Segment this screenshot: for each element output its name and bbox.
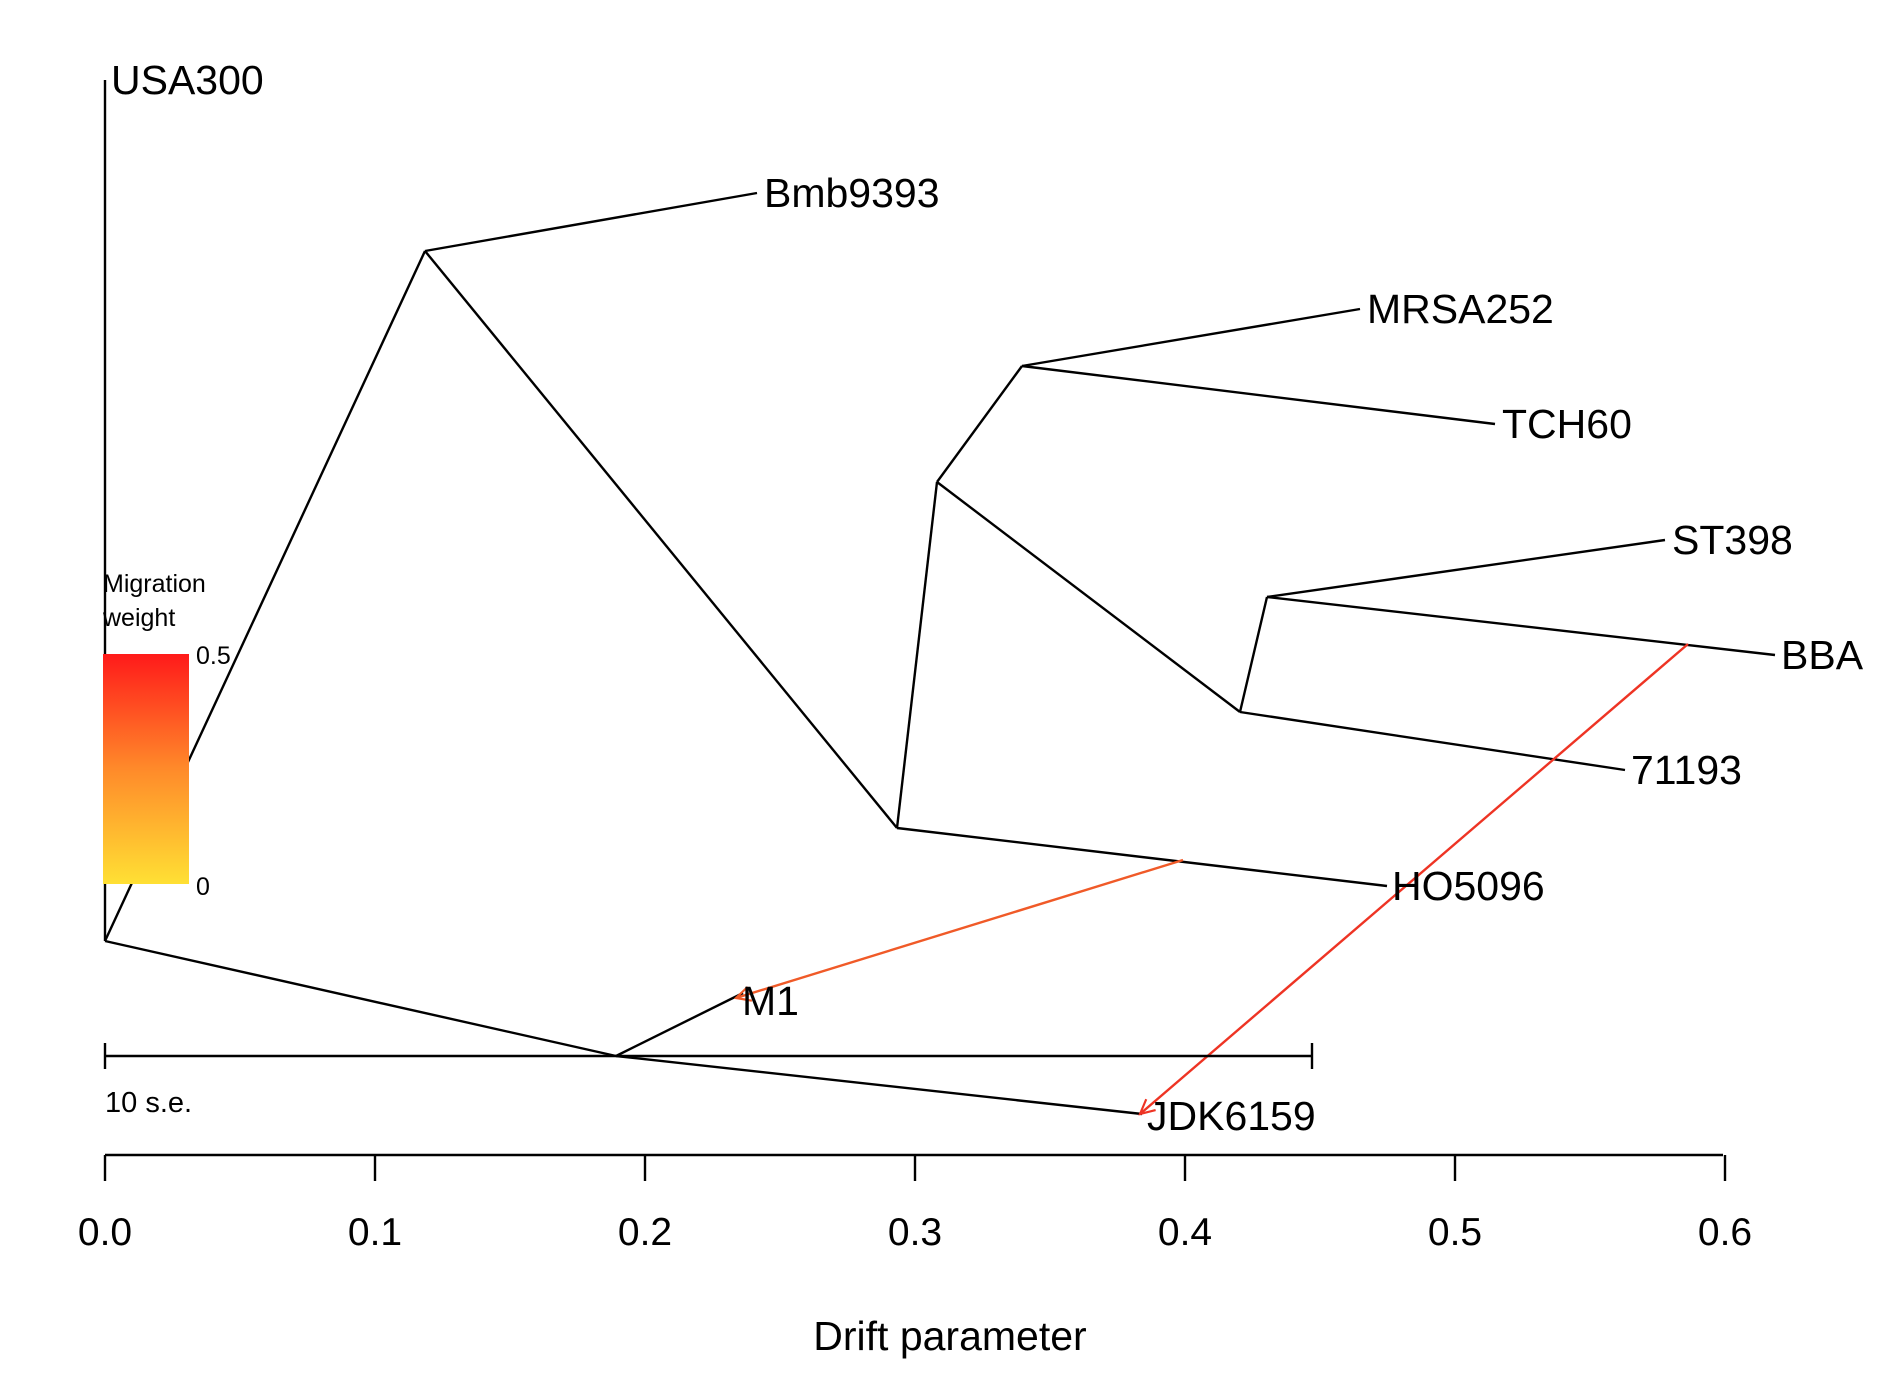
branch-root-node-g bbox=[104, 939, 617, 1058]
migration-edge-bba-to-jdk6159 bbox=[1140, 643, 1689, 1114]
branch-node-c-node-d bbox=[936, 365, 1023, 483]
leaf-label-bba: BBA bbox=[1781, 632, 1864, 678]
leaf-label-ho5096: HO5096 bbox=[1392, 863, 1545, 909]
migration-edge-ho5096-to-m1 bbox=[736, 858, 1184, 998]
legend-min-label: 0 bbox=[196, 873, 210, 901]
leaf-label-st398: ST398 bbox=[1672, 517, 1793, 563]
drift-axis-tick-label: 0.6 bbox=[1698, 1211, 1752, 1254]
se-scale-label: 10 s.e. bbox=[105, 1087, 192, 1119]
legend-title-line2: weight bbox=[102, 604, 175, 632]
branch-node-d-tch60 bbox=[1021, 364, 1496, 426]
drift-axis-tick-label: 0.0 bbox=[78, 1211, 132, 1254]
drift-axis-tick-label: 0.1 bbox=[348, 1211, 402, 1254]
branch-node-g-jdk6159 bbox=[615, 1054, 1143, 1116]
branch-node-d-mrsa252 bbox=[1021, 307, 1361, 368]
leaf-label-tch60: TCH60 bbox=[1502, 401, 1632, 447]
branch-node-b-node-c bbox=[895, 481, 939, 829]
legend-title-line1: Migration bbox=[103, 570, 206, 598]
leaf-label-m1: M1 bbox=[742, 978, 799, 1024]
branch-node-b-ho5096 bbox=[896, 826, 1388, 888]
leaf-label-mrsa252: MRSA252 bbox=[1367, 286, 1554, 332]
drift-axis-tick-label: 0.2 bbox=[618, 1211, 672, 1254]
legend-color-bar bbox=[103, 654, 189, 884]
se-scale-bar: 10 s.e. bbox=[103, 1043, 1314, 1119]
drift-axis-label: Drift parameter bbox=[813, 1313, 1086, 1359]
branch-node-e-node-f bbox=[1238, 596, 1269, 713]
branch-node-f-st398 bbox=[1266, 538, 1666, 599]
drift-axis-tick-label: 0.3 bbox=[888, 1211, 942, 1254]
legend-max-label: 0.5 bbox=[196, 642, 231, 670]
branch-node-a-bmb9393 bbox=[424, 191, 758, 253]
leaf-label-71193: 71193 bbox=[1631, 747, 1742, 793]
migration-weight-legend: Migration weight 0.5 0 bbox=[102, 570, 231, 901]
drift-axis-ticks: 0.0 0.1 0.2 0.3 0.4 0.5 0.6 bbox=[78, 1155, 1752, 1254]
branch-node-c-node-e bbox=[936, 481, 1241, 713]
leaf-labels: USA300 Bmb9393 MRSA252 TCH60 ST398 BBA 7… bbox=[111, 57, 1864, 1139]
branch-node-a-node-b bbox=[424, 250, 898, 829]
leaf-label-usa300: USA300 bbox=[111, 57, 264, 103]
leaf-label-bmb9393: Bmb9393 bbox=[764, 170, 940, 216]
branch-node-e-71193 bbox=[1239, 710, 1626, 772]
branch-node-f-bba bbox=[1266, 595, 1776, 657]
tree-branches bbox=[103, 80, 1776, 1116]
migration-edges bbox=[736, 643, 1689, 1114]
drift-axis-tick-label: 0.5 bbox=[1428, 1211, 1482, 1254]
leaf-label-jdk6159: JDK6159 bbox=[1147, 1093, 1316, 1139]
drift-axis: 0.0 0.1 0.2 0.3 0.4 0.5 0.6 Drift parameter bbox=[78, 1153, 1752, 1359]
branch-node-g-m1 bbox=[615, 991, 744, 1058]
drift-axis-tick-label: 0.4 bbox=[1158, 1211, 1212, 1254]
